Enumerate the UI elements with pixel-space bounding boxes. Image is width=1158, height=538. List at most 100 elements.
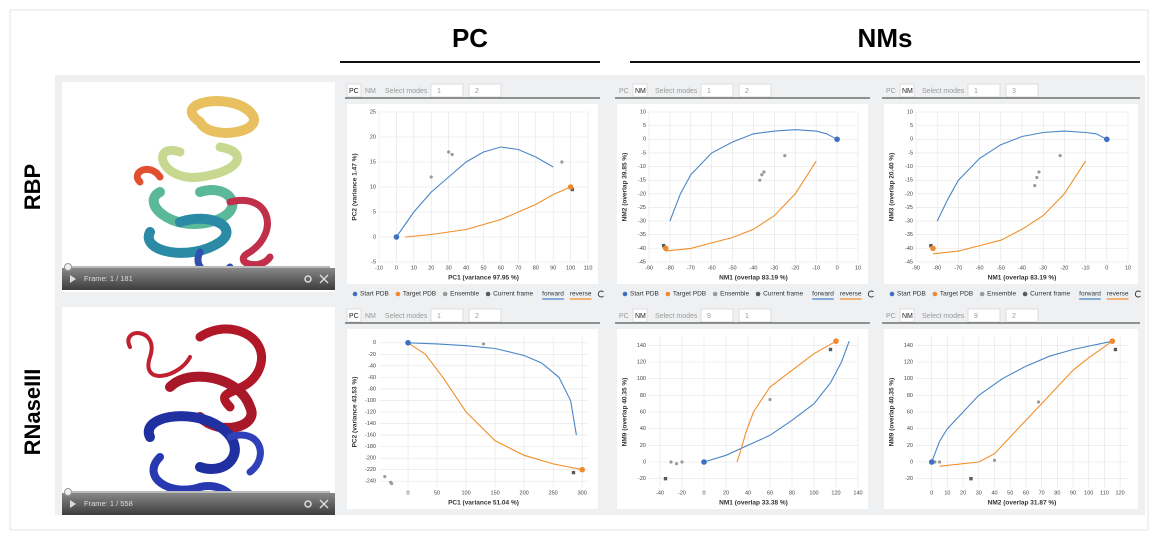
y-tick-label: 0	[373, 234, 376, 240]
select-modes-label: Select modes	[655, 313, 698, 320]
tab[interactable]: NM	[365, 88, 376, 95]
x-tick-label: -40	[656, 490, 664, 496]
y-tick-label: 140	[904, 343, 913, 349]
current-frame-point	[572, 471, 575, 474]
ensemble-point	[430, 175, 433, 178]
x-tick-label: -30	[1039, 265, 1047, 271]
legend-label: reverse	[1107, 291, 1129, 298]
mode-input[interactable]	[701, 84, 733, 97]
start-point	[405, 340, 411, 346]
mode-input[interactable]	[469, 84, 501, 97]
row-label: RBP	[20, 164, 45, 210]
x-axis-label: PC1 (variance 97.95 %)	[448, 275, 519, 282]
x-tick-label: 110	[584, 265, 593, 271]
tab[interactable]: NM	[635, 88, 646, 95]
tab[interactable]: PC	[886, 313, 896, 320]
legend-label: reverse	[570, 291, 592, 298]
mode-input[interactable]	[968, 84, 1000, 97]
mode-input[interactable]	[1006, 84, 1038, 97]
ensemble-point	[1035, 176, 1038, 179]
tab[interactable]: PC	[619, 313, 629, 320]
mode-value: 1	[437, 88, 441, 95]
target-point	[568, 184, 574, 190]
mode-input[interactable]	[701, 309, 733, 322]
tab[interactable]: NM	[902, 313, 913, 320]
y-tick-label: 0	[643, 137, 646, 143]
y-tick-label: 5	[373, 209, 376, 215]
start-point	[834, 136, 840, 142]
ensemble-point	[560, 160, 563, 163]
tab[interactable]: PC	[349, 313, 359, 320]
tab[interactable]: PC	[886, 88, 896, 95]
x-tick-label: 0	[702, 490, 705, 496]
legend-label: Ensemble	[450, 291, 479, 298]
y-tick-label: 20	[640, 443, 646, 449]
y-tick-label: 25	[370, 109, 376, 115]
ensemble-point	[1037, 400, 1040, 403]
current-frame-point	[1114, 348, 1117, 351]
legend-marker	[713, 292, 718, 297]
tab[interactable]: PC	[349, 88, 359, 95]
x-tick-label: 20	[723, 490, 729, 496]
y-tick-label: -5	[908, 150, 913, 156]
y-tick-label: 60	[907, 409, 913, 415]
y-tick-label: -220	[365, 467, 376, 473]
x-tick-label: 10	[411, 265, 417, 271]
legend-marker	[890, 292, 895, 297]
tab[interactable]: NM	[365, 313, 376, 320]
mode-input[interactable]	[431, 84, 463, 97]
y-tick-label: 60	[640, 409, 646, 415]
mode-value: 1	[974, 88, 978, 95]
y-tick-label: -30	[638, 219, 646, 225]
mode-input[interactable]	[739, 309, 771, 322]
y-tick-label: -10	[638, 164, 646, 170]
y-tick-label: -140	[365, 421, 376, 427]
tab[interactable]: NM	[635, 313, 646, 320]
x-tick-label: 50	[434, 490, 440, 496]
chart-area	[617, 329, 868, 509]
y-tick-label: -25	[638, 205, 646, 211]
x-tick-label: 300	[578, 490, 587, 496]
ensemble-point	[938, 460, 941, 463]
x-tick-label: -20	[1060, 265, 1068, 271]
x-tick-label: 0	[836, 265, 839, 271]
header-nms: NMs	[858, 23, 913, 53]
mode-input[interactable]	[1006, 309, 1038, 322]
mode-input[interactable]	[968, 309, 1000, 322]
legend-label: forward	[1079, 291, 1101, 298]
y-tick-label: -20	[638, 476, 646, 482]
y-tick-label: -20	[638, 191, 646, 197]
legend-label: Current frame	[493, 291, 533, 298]
mode-value: 2	[745, 88, 749, 95]
y-axis-label: NM3 (overlap 20.40 %)	[889, 153, 896, 222]
current-frame-point	[969, 477, 972, 480]
y-tick-label: 0	[373, 340, 376, 346]
y-tick-label: -60	[368, 375, 376, 381]
y-tick-label: -40	[368, 363, 376, 369]
mode-input[interactable]	[739, 84, 771, 97]
x-tick-label: -50	[997, 265, 1005, 271]
y-tick-label: -20	[905, 191, 913, 197]
mode-input[interactable]	[469, 309, 501, 322]
x-tick-label: 60	[1023, 490, 1029, 496]
x-tick-label: 90	[550, 265, 556, 271]
tab[interactable]: NM	[902, 88, 913, 95]
ensemble-point	[447, 150, 450, 153]
y-axis-label: PC2 (variance 1.47 %)	[352, 153, 359, 220]
mode-input[interactable]	[431, 309, 463, 322]
tab[interactable]: PC	[619, 88, 629, 95]
y-tick-label: 40	[907, 426, 913, 432]
y-tick-label: 15	[370, 159, 376, 165]
legend-label: forward	[812, 291, 834, 298]
y-tick-label: 100	[904, 376, 913, 382]
ensemble-point	[783, 154, 786, 157]
x-tick-label: 100	[809, 490, 818, 496]
player-knob[interactable]	[65, 489, 72, 496]
y-tick-label: -15	[905, 178, 913, 184]
mode-value: 1	[745, 313, 749, 320]
legend-label: Ensemble	[720, 291, 749, 298]
x-tick-label: 0	[1105, 265, 1108, 271]
ensemble-point	[669, 460, 672, 463]
player-knob[interactable]	[65, 264, 72, 271]
x-axis-label: NM1 (overlap 33.38 %)	[719, 500, 788, 507]
